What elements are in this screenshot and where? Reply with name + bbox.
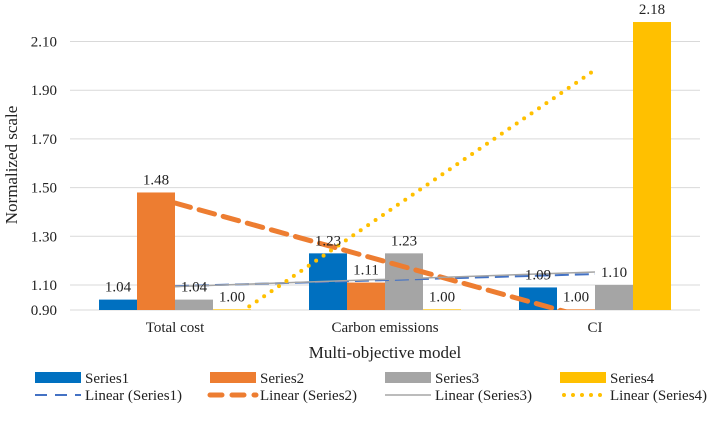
bar-series4-2	[633, 22, 671, 311]
data-label: 1.23	[315, 233, 341, 249]
legend-label: Series4	[610, 371, 655, 387]
data-label: 1.10	[601, 265, 627, 281]
y-tick-label: 1.30	[31, 229, 57, 245]
legend-label: Linear (Series2)	[260, 388, 357, 404]
data-label: 1.04	[181, 280, 208, 296]
legend-label: Linear (Series3)	[435, 388, 532, 404]
legend-swatch-series3	[385, 372, 431, 383]
legend-swatch-series2	[210, 372, 256, 383]
bar-series2-2	[557, 309, 595, 310]
data-label: 1.00	[563, 289, 589, 305]
trendline-linear-series4-	[240, 67, 597, 310]
data-label: 1.48	[143, 172, 169, 188]
y-tick-label: 1.10	[31, 278, 57, 294]
x-axis-title: Multi-objective model	[309, 343, 462, 362]
data-label: 1.09	[525, 267, 551, 283]
data-label: 1.00	[429, 289, 455, 305]
legend-label: Linear (Series1)	[85, 388, 182, 404]
data-label: 1.11	[353, 263, 379, 279]
bar-series3-0	[175, 299, 213, 310]
data-label: 1.23	[391, 233, 417, 249]
bar-series4-1	[423, 309, 461, 310]
trendline-linear-series3-	[174, 271, 596, 288]
legend-swatch-series4	[560, 372, 606, 383]
bar-series4-0	[213, 309, 251, 310]
y-tick-label: 1.70	[31, 132, 57, 148]
legend-label: Series3	[435, 371, 479, 387]
x-tick-label: Carbon emissions	[331, 320, 438, 336]
bar-series3-2	[595, 285, 633, 310]
data-label: 2.18	[639, 2, 665, 18]
y-tick-label: 1.90	[31, 83, 57, 99]
y-tick-label: 2.10	[31, 35, 57, 51]
bar-series2-0	[137, 192, 175, 310]
legend-label: Linear (Series4)	[610, 388, 707, 404]
trendline-linear-series2-	[172, 200, 569, 310]
legend-swatch-series1	[35, 372, 81, 383]
bar-series2-1	[347, 282, 385, 310]
x-tick-label: CI	[588, 320, 603, 336]
x-tick-label: Total cost	[146, 320, 205, 336]
y-axis-title: Normalized scale	[2, 106, 21, 224]
y-tick-label: 1.50	[31, 181, 57, 197]
legend-label: Series1	[85, 371, 129, 387]
data-label: 1.04	[105, 280, 132, 296]
data-label: 1.00	[219, 289, 245, 305]
legend-label: Series2	[260, 371, 304, 387]
y-tick-label: 0.90	[31, 303, 57, 319]
bar-series1-0	[99, 299, 137, 310]
